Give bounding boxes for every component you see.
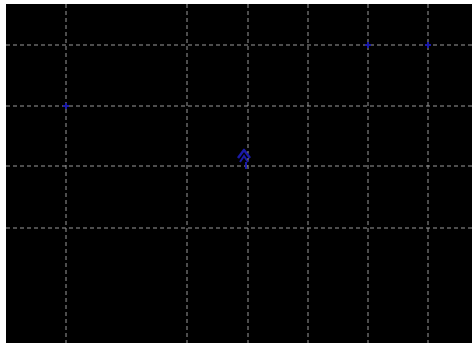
plus-icon[interactable] — [425, 42, 431, 48]
plus-icon[interactable] — [365, 42, 371, 48]
grid-overlay — [6, 4, 472, 343]
arrow-cursor-icon[interactable] — [237, 148, 251, 169]
plus-icon[interactable] — [63, 103, 69, 109]
map-viewport[interactable] — [6, 4, 472, 343]
